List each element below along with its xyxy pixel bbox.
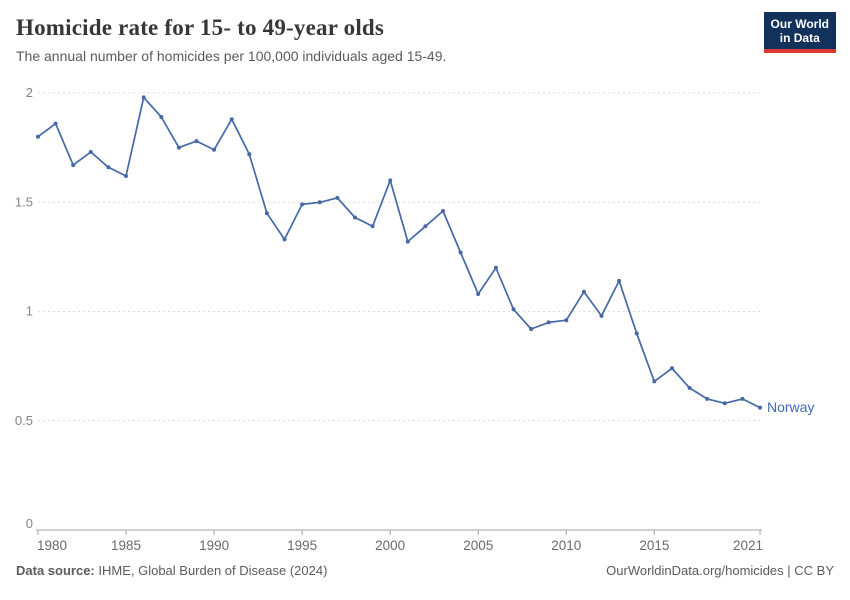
data-point-marker[interactable] [722, 401, 727, 406]
data-point-marker[interactable] [529, 327, 534, 331]
data-point-marker[interactable] [458, 250, 463, 255]
data-point-marker[interactable] [493, 265, 498, 270]
y-tick-label: 1.5 [15, 194, 33, 209]
x-tick-label: 1990 [199, 538, 229, 553]
data-point-marker[interactable] [335, 195, 340, 200]
data-point-marker[interactable] [546, 320, 551, 325]
data-point-marker[interactable] [581, 289, 586, 294]
footer-link[interactable]: OurWorldinData.org/homicides | CC BY [606, 563, 834, 578]
x-tick-label: 2000 [375, 538, 405, 553]
data-point-marker[interactable] [36, 134, 40, 139]
data-point-marker[interactable] [511, 307, 516, 312]
data-point-marker[interactable] [282, 237, 287, 242]
data-point-marker[interactable] [652, 379, 657, 384]
data-point-marker[interactable] [353, 215, 357, 220]
data-point-marker[interactable] [423, 224, 428, 229]
data-point-marker[interactable] [229, 117, 234, 122]
data-point-marker[interactable] [212, 147, 217, 152]
chart-subtitle: The annual number of homicides per 100,0… [16, 48, 447, 65]
y-tick-label: 2 [26, 85, 33, 100]
data-point-marker[interactable] [124, 174, 128, 178]
data-point-marker[interactable] [405, 239, 410, 244]
data-point-marker[interactable] [370, 224, 375, 229]
x-tick-label: 2021 [733, 538, 763, 553]
chart-header: Homicide rate for 15- to 49-year olds Th… [16, 15, 740, 65]
owid-logo-line1: Our World [770, 17, 829, 31]
data-point-marker[interactable] [599, 313, 604, 318]
data-point-marker[interactable] [476, 292, 481, 296]
x-tick-label: 2005 [463, 538, 493, 553]
series-line [37, 96, 761, 409]
data-point-marker[interactable] [617, 278, 622, 283]
owid-logo-line2: in Data [779, 31, 820, 45]
data-point-marker[interactable] [758, 405, 762, 410]
data-point-marker[interactable] [106, 165, 111, 170]
x-tick-label: 2010 [551, 538, 581, 553]
data-point-marker[interactable] [159, 115, 164, 119]
data-point-marker[interactable] [317, 200, 322, 205]
chart-footer: Data source: IHME, Global Burden of Dise… [16, 563, 834, 578]
data-point-marker[interactable] [264, 211, 269, 216]
data-point-marker[interactable] [441, 209, 445, 213]
y-tick-label: 1 [26, 304, 33, 319]
data-point-marker[interactable] [634, 331, 639, 336]
data-point-marker[interactable] [564, 318, 569, 323]
data-source-label: Data source: [16, 563, 95, 578]
data-point-marker[interactable] [247, 152, 252, 157]
x-tick-label: 1980 [37, 538, 67, 553]
series-end-label: Norway [767, 399, 814, 415]
chart-title: Homicide rate for 15- to 49-year olds [16, 15, 385, 40]
owid-logo[interactable]: Our World in Data [763, 12, 836, 53]
data-point-marker[interactable] [71, 163, 76, 168]
data-point-marker[interactable] [176, 145, 181, 150]
y-tick-label: 0.5 [15, 413, 33, 428]
data-source-text: IHME, Global Burden of Disease (2024) [94, 563, 328, 578]
data-source: Data source: IHME, Global Burden of Dise… [16, 563, 327, 578]
y-tick-label: 0 [26, 516, 33, 531]
data-point-marker[interactable] [194, 139, 199, 144]
data-point-marker[interactable] [740, 396, 745, 401]
x-tick-label: 1995 [287, 538, 317, 553]
data-point-marker[interactable] [687, 386, 692, 390]
data-point-marker[interactable] [300, 202, 305, 207]
x-tick-label: 2015 [639, 538, 669, 553]
data-point-marker[interactable] [88, 150, 93, 154]
data-point-marker[interactable] [670, 366, 674, 371]
data-point-marker[interactable] [388, 178, 393, 183]
data-point-marker[interactable] [141, 95, 146, 100]
x-tick-label: 1985 [111, 538, 141, 553]
data-point-marker[interactable] [53, 121, 58, 126]
data-point-marker[interactable] [705, 396, 710, 401]
